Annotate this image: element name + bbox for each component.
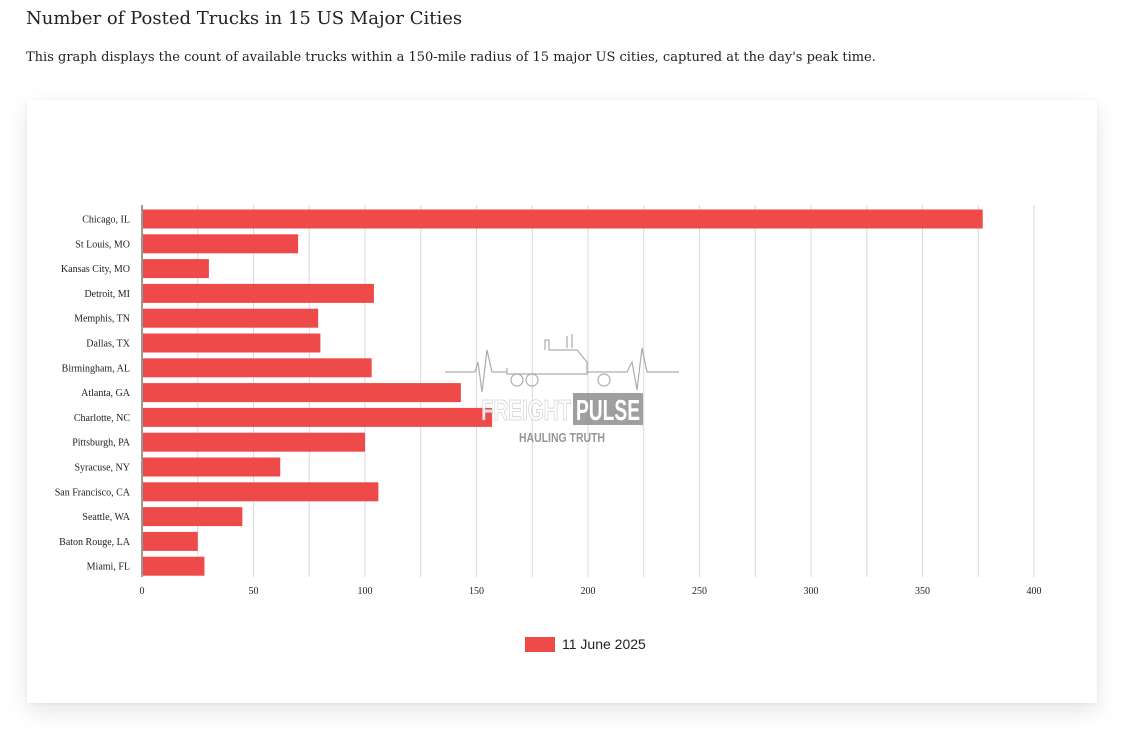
category-label: Dallas, TX bbox=[86, 339, 130, 350]
bar bbox=[143, 507, 243, 527]
grid-lines bbox=[141, 205, 1035, 577]
watermark-brand-box bbox=[573, 393, 643, 425]
bar bbox=[143, 358, 372, 378]
category-label: St Louis, MO bbox=[75, 239, 130, 250]
watermark-brand-pulse: PULSE bbox=[576, 395, 640, 427]
watermark-brand-freight: FREIGHT bbox=[481, 395, 571, 427]
bar bbox=[143, 209, 983, 229]
legend-swatch bbox=[525, 636, 555, 652]
category-label: Memphis, TN bbox=[74, 314, 130, 325]
x-tick-label: 100 bbox=[358, 586, 373, 597]
bar bbox=[143, 234, 299, 254]
bar bbox=[143, 383, 461, 403]
category-label: Seattle, WA bbox=[82, 512, 130, 523]
x-tick-label: 200 bbox=[581, 586, 596, 597]
bar bbox=[143, 531, 198, 551]
x-tick-label: 300 bbox=[804, 586, 819, 597]
chart-legend: 11 June 2025 bbox=[525, 635, 646, 653]
x-tick-label: 150 bbox=[469, 586, 484, 597]
category-label: Baton Rouge, LA bbox=[59, 537, 131, 548]
chart-card: FREIGHT PULSE HAULING TRUTH Chicago, IL S… bbox=[27, 100, 1097, 703]
category-label: Chicago, IL bbox=[82, 215, 130, 226]
x-tick-label: 400 bbox=[1027, 586, 1042, 597]
x-axis-ticks: 0 50 100 150 200 250 300 350 400 bbox=[140, 586, 1042, 597]
category-labels: Chicago, IL St Louis, MO Kansas City, MO De… bbox=[55, 215, 131, 573]
category-label: Detroit, MI bbox=[84, 289, 130, 300]
bar-chart: FREIGHT PULSE HAULING TRUTH Chicago, IL S… bbox=[55, 205, 1042, 597]
bar bbox=[143, 308, 319, 328]
bar bbox=[143, 432, 365, 452]
bar bbox=[143, 333, 321, 353]
bar bbox=[143, 283, 374, 303]
bar bbox=[143, 457, 281, 477]
category-label: Charlotte, NC bbox=[74, 413, 130, 424]
bar bbox=[143, 556, 205, 576]
category-label: Kansas City, MO bbox=[61, 264, 130, 275]
category-label: Birmingham, AL bbox=[62, 363, 130, 374]
category-label: Miami, FL bbox=[87, 562, 130, 573]
watermark: FREIGHT PULSE HAULING TRUTH bbox=[445, 334, 679, 445]
bar-series bbox=[143, 209, 983, 576]
category-label: San Francisco, CA bbox=[55, 487, 131, 498]
x-tick-label: 0 bbox=[140, 586, 145, 597]
bar bbox=[143, 482, 379, 502]
x-tick-label: 50 bbox=[249, 586, 259, 597]
page-title: Number of Posted Trucks in 15 US Major C… bbox=[26, 8, 463, 29]
bar bbox=[143, 407, 493, 427]
x-tick-label: 350 bbox=[915, 586, 930, 597]
category-label: Pittsburgh, PA bbox=[72, 438, 131, 449]
truck-heartbeat-icon bbox=[445, 334, 679, 393]
watermark-tagline: HAULING TRUTH bbox=[519, 430, 605, 445]
x-tick-label: 250 bbox=[692, 586, 707, 597]
page-description: This graph displays the count of availab… bbox=[26, 50, 876, 65]
bar bbox=[143, 259, 209, 279]
category-label: Atlanta, GA bbox=[81, 388, 131, 399]
category-label: Syracuse, NY bbox=[74, 463, 130, 474]
legend-label: 11 June 2025 bbox=[562, 636, 646, 652]
